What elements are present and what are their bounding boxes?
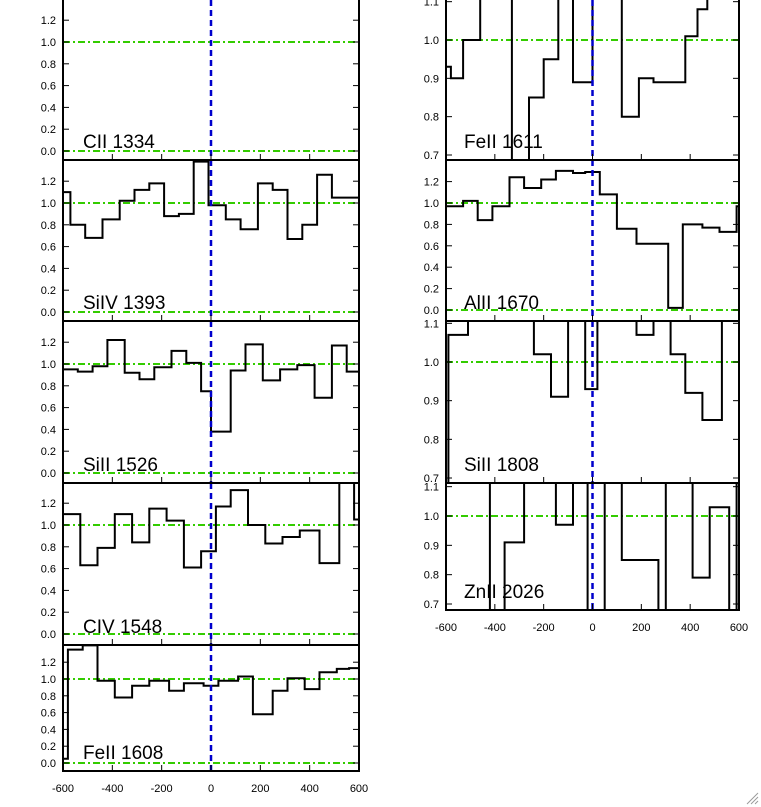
y-tick-label: 0.6 <box>41 708 56 720</box>
panel-feii-1608: 0.0 0.2 0.4 0.6 0.8 1.0 1.2 FeII 1608 -600 -400 -2… <box>41 644 368 795</box>
x-tick-label: 400 <box>681 622 699 634</box>
y-tick-label: 0.0 <box>41 468 56 480</box>
x-tick-label: 600 <box>730 622 748 634</box>
x-tick-label: -200 <box>151 783 173 795</box>
x-tick-label: 600 <box>350 783 368 795</box>
y-tick-label: 0.6 <box>41 81 56 93</box>
y-tick-label: 1.0 <box>41 198 56 210</box>
panel-label: FeII 1608 <box>83 743 163 764</box>
y-tick-label: 1.1 <box>424 318 439 330</box>
y-tick-label: 1.0 <box>41 674 56 686</box>
y-tick-label: 0.2 <box>41 124 56 136</box>
y-tick-label: 1.1 <box>424 482 439 494</box>
panel-label: ZnII 2026 <box>464 582 544 603</box>
y-tick-label: 0.7 <box>424 599 439 611</box>
y-tick-label: 1.2 <box>424 177 439 189</box>
y-tick-label: 0.8 <box>424 219 439 231</box>
spectrum-step-line <box>446 169 739 309</box>
y-tick-label: 0.8 <box>41 542 56 554</box>
y-tick-label: 1.0 <box>424 35 439 47</box>
y-tick-label: 1.2 <box>41 337 56 349</box>
y-tick-label: 0.6 <box>41 403 56 415</box>
y-tick-label: 1.0 <box>424 198 439 210</box>
y-tick-label: 0.2 <box>41 607 56 619</box>
y-tick-label: 0.6 <box>41 564 56 576</box>
y-tick-label: 0.6 <box>424 241 439 253</box>
y-tick-label: 0.7 <box>424 473 439 485</box>
y-tick-label: 1.0 <box>424 511 439 523</box>
y-tick-label: 1.2 <box>41 498 56 510</box>
y-tick-label: 0.2 <box>424 284 439 296</box>
y-tick-label: 0.9 <box>424 540 439 552</box>
x-tick-label: 0 <box>208 783 214 795</box>
panel-label: SiIV 1393 <box>83 293 165 314</box>
y-tick-label: 0.4 <box>41 102 56 114</box>
spectrum-step-line <box>447 321 723 483</box>
panel-cii-1334: 0.0 0.2 0.4 0.6 0.8 1.0 1.2 CII 1334 <box>41 0 360 161</box>
x-tick-label: -600 <box>435 622 457 634</box>
y-tick-label: 0.0 <box>41 758 56 770</box>
y-tick-label: 0.8 <box>424 112 439 124</box>
panel-znii-2026: 0.7 0.8 0.9 1.0 1.1 ZnII 2026 -600 -400 -200 0 200… <box>424 482 748 634</box>
x-tick-label: 200 <box>632 622 650 634</box>
panel-siii-1808: 0.7 0.8 0.9 1.0 1.1 SiII 1808 <box>424 318 740 485</box>
y-tick-label: 0.4 <box>41 724 56 736</box>
y-tick-label: 1.0 <box>41 37 56 49</box>
spectrum-step-line <box>63 160 359 240</box>
x-tick-label: 200 <box>251 783 269 795</box>
y-tick-label: 1.1 <box>424 0 439 9</box>
panel-alii-1670: 0.0 0.2 0.4 0.6 0.8 1.0 1.2 AlII 1670 <box>424 159 740 322</box>
spectrum-step-line <box>488 483 738 610</box>
y-tick-label: 0.0 <box>41 629 56 641</box>
y-tick-label: 0.4 <box>41 263 56 275</box>
y-tick-label: 1.2 <box>41 657 56 669</box>
y-tick-label: 0.2 <box>41 446 56 458</box>
y-tick-label: 0.9 <box>424 396 439 408</box>
y-tick-label: 1.0 <box>424 357 439 369</box>
y-tick-label: 1.0 <box>41 359 56 371</box>
y-tick-label: 0.4 <box>41 585 56 597</box>
panel-label: CII 1334 <box>83 132 155 153</box>
panel-label: CIV 1548 <box>83 617 162 638</box>
y-tick-label: 0.0 <box>41 146 56 158</box>
x-tick-label: -200 <box>533 622 555 634</box>
y-tick-label: 1.2 <box>41 15 56 27</box>
y-tick-label: 0.8 <box>424 570 439 582</box>
y-tick-label: 0.8 <box>41 691 56 703</box>
resize-grip-icon[interactable] <box>745 791 759 805</box>
x-tick-label: -400 <box>101 783 123 795</box>
spectrum-step-line <box>63 483 359 569</box>
y-tick-label: 0.0 <box>41 307 56 319</box>
y-tick-label: 0.2 <box>41 285 56 297</box>
panel-label: AlII 1670 <box>464 293 539 314</box>
panel-siiv-1393: 0.0 0.2 0.4 0.6 0.8 1.0 1.2 SiIV 1393 <box>41 159 360 322</box>
panel-feii-1611: 0.7 0.8 0.9 1.0 1.1 FeII 1611 <box>424 0 740 162</box>
y-tick-label: 0.8 <box>41 59 56 71</box>
x-tick-label: -600 <box>52 783 74 795</box>
x-tick-label: 0 <box>589 622 595 634</box>
y-tick-label: 0.4 <box>424 262 439 274</box>
y-tick-label: 0.2 <box>41 741 56 753</box>
y-tick-label: 0.8 <box>424 434 439 446</box>
y-tick-label: 0.4 <box>41 424 56 436</box>
spectrum-step-line <box>63 645 359 760</box>
y-tick-label: 0.8 <box>41 220 56 232</box>
panel-siii-1526: 0.0 0.2 0.4 0.6 0.8 1.0 1.2 SiII 1526 <box>41 320 360 484</box>
panel-label: SiII 1526 <box>83 455 158 476</box>
y-tick-label: 1.0 <box>41 520 56 532</box>
y-tick-label: 0.9 <box>424 73 439 85</box>
panel-label: SiII 1808 <box>464 455 539 476</box>
y-tick-label: 0.8 <box>41 381 56 393</box>
y-tick-label: 0.7 <box>424 150 439 162</box>
y-tick-label: 0.6 <box>41 242 56 254</box>
y-tick-label: 0.0 <box>424 305 439 317</box>
panel-label: FeII 1611 <box>464 132 543 153</box>
x-tick-label: -400 <box>484 622 506 634</box>
y-tick-label: 1.2 <box>41 176 56 188</box>
panel-civ-1548: 0.0 0.2 0.4 0.6 0.8 1.0 1.2 CIV 1548 <box>41 482 360 646</box>
x-tick-label: 400 <box>300 783 318 795</box>
